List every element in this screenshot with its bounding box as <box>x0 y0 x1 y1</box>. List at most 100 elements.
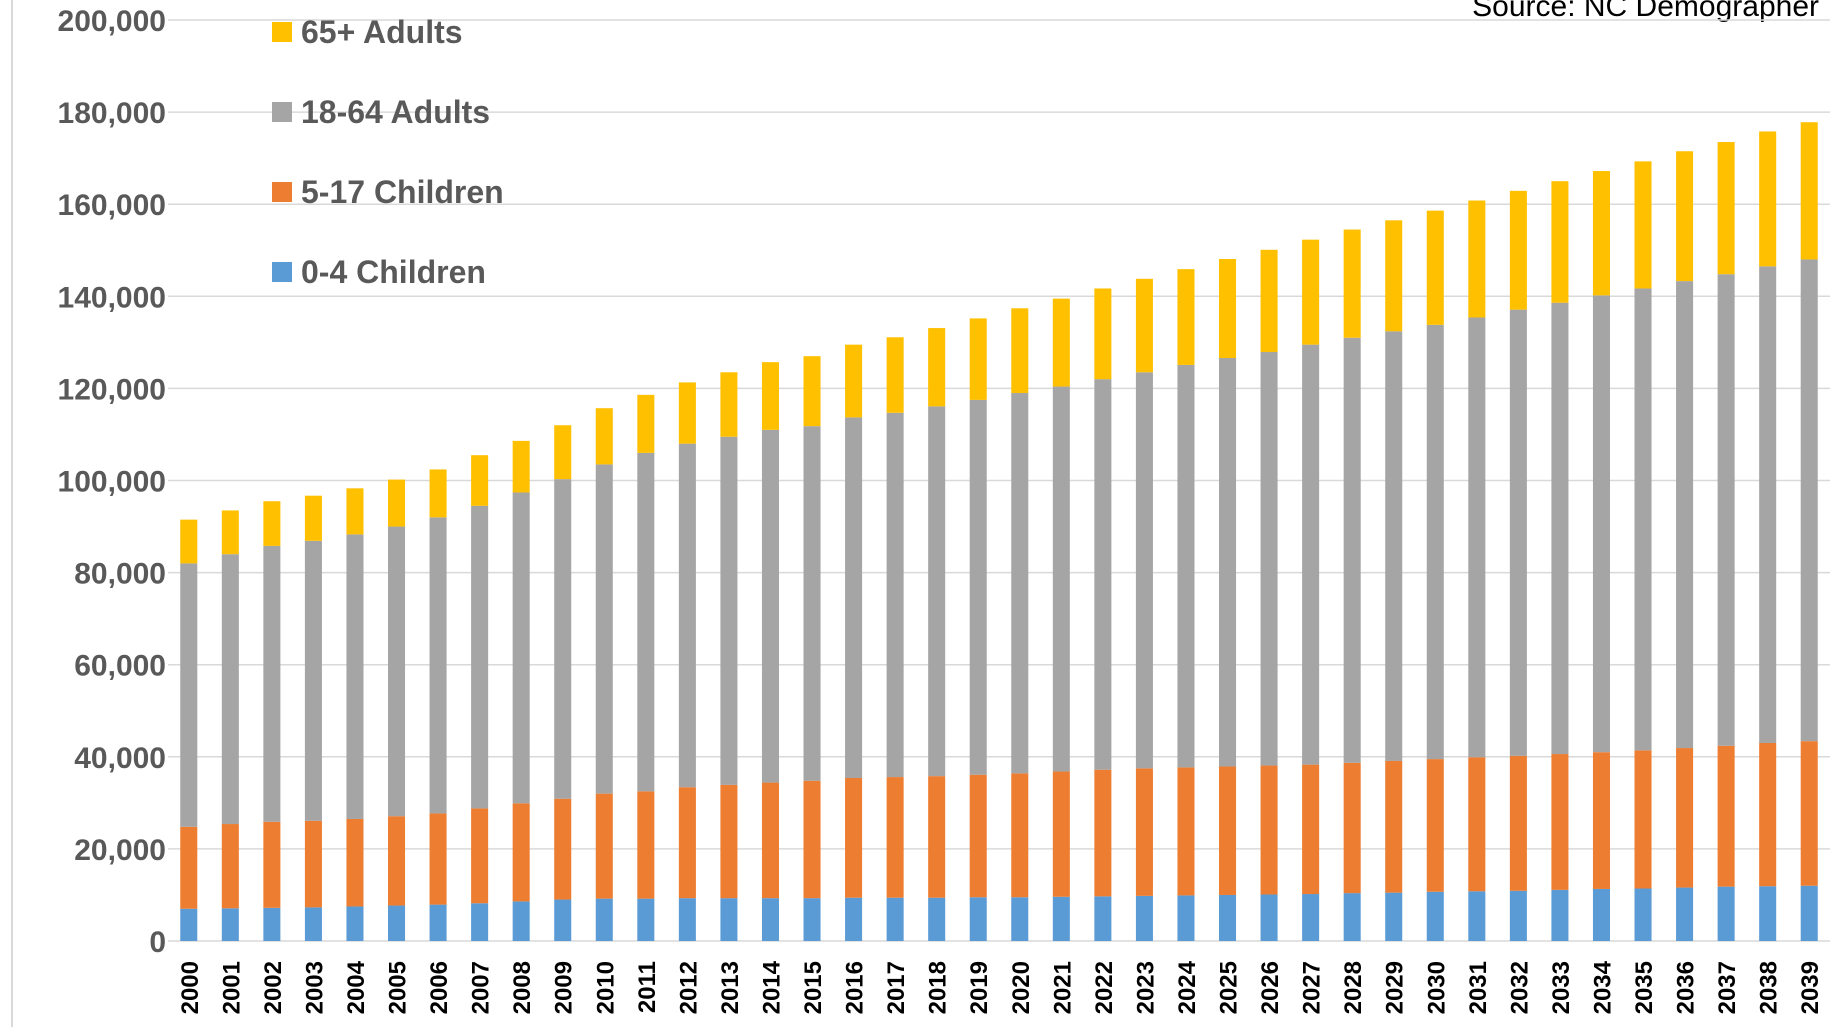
x-tick-label: 2030 <box>1423 961 1450 1014</box>
bar-segment <box>845 777 863 898</box>
bar-segment <box>886 777 904 898</box>
x-tick-label: 2015 <box>800 961 827 1014</box>
y-tick-label: 40,000 <box>74 742 166 775</box>
bar-segment <box>1219 894 1237 941</box>
x-tick-label: 2026 <box>1257 961 1284 1014</box>
bar-segment <box>1592 752 1610 889</box>
y-axis: 0 20,000 40,000 60,000 80,000 100,000 120,000 1… <box>58 5 166 959</box>
y-tick-label: 120,000 <box>58 373 166 406</box>
legend-label: 0-4 Children <box>301 254 486 290</box>
bar-segment <box>388 479 406 527</box>
bar-segment <box>1800 885 1818 941</box>
bar-segment <box>1260 352 1278 766</box>
bar-segment <box>263 501 281 546</box>
bar-segment <box>845 897 863 941</box>
bar-segment <box>1385 760 1403 893</box>
bar-segment <box>346 534 364 819</box>
bar-segment <box>928 328 946 407</box>
bar-segment <box>1135 895 1153 941</box>
bar-segment <box>388 816 406 906</box>
x-tick-label: 2011 <box>634 961 661 1013</box>
legend-label: 18-64 Adults <box>301 94 490 130</box>
bar-segment <box>886 337 904 413</box>
x-tick-label: 2003 <box>301 961 328 1014</box>
bar-segment <box>595 898 613 941</box>
bar-segment <box>263 907 281 941</box>
legend-label: 5-17 Children <box>301 174 504 210</box>
bar-segment <box>304 540 322 821</box>
bar-segment <box>1385 892 1403 941</box>
bar-segment <box>1177 767 1195 896</box>
bar-segment <box>554 479 572 799</box>
bar-segment <box>263 821 281 908</box>
bar-segment <box>969 774 987 898</box>
bar-segment <box>1759 742 1777 887</box>
bar-segment <box>1177 364 1195 768</box>
bar-segment <box>1759 886 1777 941</box>
bar-segment <box>512 440 530 493</box>
bar-segment <box>595 793 613 899</box>
x-tick-label: 2010 <box>592 961 619 1014</box>
bar-segment <box>969 897 987 941</box>
x-tick-label: 2005 <box>385 961 412 1014</box>
bar-segment <box>1676 281 1694 749</box>
bar-segment <box>346 818 364 907</box>
bar-segment <box>1676 748 1694 888</box>
bar-segment <box>678 787 696 899</box>
bar-segment <box>429 904 447 941</box>
y-tick-label: 160,000 <box>58 189 166 222</box>
x-tick-label: 2014 <box>758 960 785 1014</box>
x-tick-label: 2019 <box>966 961 993 1014</box>
bar-segment <box>761 429 779 783</box>
bar-segment <box>1509 890 1527 941</box>
x-tick-label: 2031 <box>1465 961 1492 1014</box>
bar-segment <box>1011 308 1029 394</box>
bar-segment <box>1094 769 1112 897</box>
x-tick-label: 2022 <box>1091 961 1118 1014</box>
x-tick-label: 2009 <box>551 961 578 1014</box>
x-tick-label: 2023 <box>1132 961 1159 1014</box>
bar-segment <box>221 824 239 909</box>
x-tick-label: 2037 <box>1714 961 1741 1014</box>
bar-segment <box>304 907 322 941</box>
x-tick-label: 2012 <box>675 961 702 1014</box>
bar-segment <box>637 394 655 453</box>
bar-segment <box>803 356 821 427</box>
bar-segment <box>1634 888 1652 941</box>
bar-segment <box>720 898 738 941</box>
bar-segment <box>845 417 863 778</box>
bar-segment <box>1052 298 1070 387</box>
y-tick-label: 80,000 <box>74 558 166 591</box>
y-tick-label: 60,000 <box>74 650 166 683</box>
bar-segment <box>1343 762 1361 894</box>
bar-segment <box>512 492 530 804</box>
bar-segment <box>471 455 489 506</box>
bar-segment <box>1634 161 1652 289</box>
bar-segment <box>1717 142 1735 275</box>
bar-segment <box>512 803 530 902</box>
x-tick-label: 2027 <box>1299 961 1326 1014</box>
bar-segment <box>1468 757 1486 892</box>
bar-segment <box>595 464 613 794</box>
bar-segment <box>1551 302 1569 755</box>
bar-segment <box>180 826 198 909</box>
bar-segment <box>1052 771 1070 897</box>
bar-segment <box>221 510 239 555</box>
x-tick-label: 2001 <box>218 961 245 1014</box>
bar-segment <box>1634 288 1652 751</box>
x-tick-label: 2039 <box>1797 961 1824 1014</box>
x-tick-label: 2007 <box>468 961 495 1014</box>
bar-segment <box>1551 754 1569 890</box>
y-tick-label: 100,000 <box>58 466 166 499</box>
bar-segment <box>1011 773 1029 898</box>
bar-segment <box>637 791 655 899</box>
bar-segment <box>554 899 572 941</box>
bar-segment <box>678 898 696 941</box>
bar-segment <box>886 897 904 941</box>
bar-segment <box>1011 393 1029 774</box>
y-tick-label: 180,000 <box>58 97 166 130</box>
bar-segment <box>304 820 322 908</box>
bar-segment <box>803 426 821 781</box>
bar-segment <box>1592 295 1610 753</box>
